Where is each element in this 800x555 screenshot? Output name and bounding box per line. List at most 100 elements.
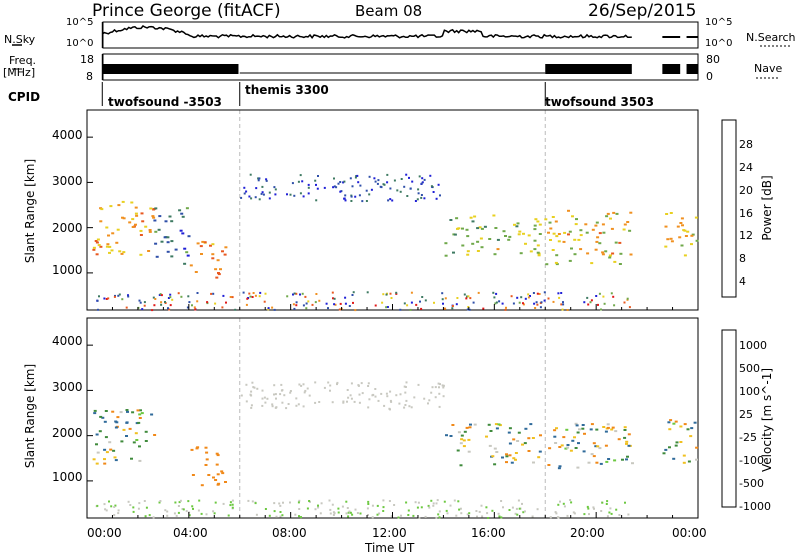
ground-cell-79 — [460, 512, 463, 515]
cell-0-48 — [139, 234, 143, 236]
high-cell-85 — [329, 384, 332, 387]
cell-4-13 — [609, 217, 612, 220]
high-cell-88 — [376, 182, 379, 185]
cell-0-24 — [120, 252, 124, 255]
ground-cell-73 — [178, 501, 181, 504]
vel-cbar-tick-neg1000: -1000 — [739, 500, 771, 513]
ground-cell-186 — [465, 297, 468, 300]
cell-4-1 — [605, 215, 609, 218]
ground-cell-35 — [455, 303, 458, 306]
cell-4-6 — [687, 460, 691, 463]
power-ytick-2000: 2000 — [52, 221, 83, 235]
high-cell-40 — [251, 381, 254, 384]
ground-cell-6 — [143, 304, 146, 307]
high-cell-14 — [336, 383, 338, 386]
ground-cell-182 — [560, 292, 563, 294]
cell-0-16 — [120, 440, 124, 443]
cell-3-87 — [595, 428, 599, 431]
high-cell-38 — [346, 400, 348, 403]
ground-cell-23 — [273, 510, 276, 513]
power-ytick-4000: 4000 — [52, 128, 83, 142]
high-cell-21 — [249, 173, 252, 176]
xtick-0400: 04:00 — [173, 526, 208, 540]
high-cell-117 — [280, 383, 283, 386]
ground-cell-166 — [267, 307, 270, 310]
cell-5-2 — [664, 225, 668, 228]
cell-0-9 — [139, 229, 143, 232]
ground-cell-123 — [456, 297, 459, 299]
cell-0-2 — [93, 409, 97, 412]
cell-2-20 — [216, 483, 220, 486]
cell-3-13 — [558, 465, 562, 468]
ground-cell-0 — [430, 499, 433, 502]
cell-4-46 — [551, 216, 555, 218]
ground-cell-209 — [351, 294, 354, 296]
high-cell-7 — [437, 382, 440, 385]
ground-cell-200 — [346, 507, 349, 509]
ground-cell-204 — [221, 306, 224, 309]
velocity-scatter — [92, 381, 699, 519]
cell-4-14 — [604, 250, 608, 253]
cell-0-38 — [135, 214, 139, 217]
ground-cell-45 — [105, 298, 108, 300]
cell-0-28 — [125, 435, 128, 437]
cell-2-1 — [204, 446, 208, 449]
cell-3-57 — [623, 429, 627, 431]
high-cell-76 — [271, 405, 274, 408]
ground-cell-208 — [555, 512, 558, 515]
freq-left-bottom: 8 — [86, 70, 93, 83]
high-cell-73 — [434, 386, 437, 389]
ground-cell-217 — [254, 502, 257, 505]
ground-cell-102 — [433, 301, 435, 304]
ground-cell-3 — [472, 301, 475, 304]
ground-cell-10 — [517, 499, 520, 502]
cell-0-3 — [138, 417, 142, 419]
nsearch-label: N.Search — [746, 31, 796, 44]
cell-3-16 — [496, 248, 500, 251]
cell-1-1 — [180, 212, 184, 215]
ground-cell-161 — [603, 302, 606, 305]
ground-cell-176 — [166, 510, 169, 513]
high-cell-27 — [405, 399, 408, 402]
cell-3-24 — [505, 455, 509, 458]
high-cell-27 — [297, 180, 300, 183]
cell-0-5 — [125, 409, 129, 411]
high-cell-56 — [442, 384, 445, 387]
velocity-ytick-4000: 4000 — [52, 334, 83, 348]
cell-1-22 — [179, 229, 183, 232]
cell-3-104 — [462, 445, 466, 448]
power-cbar-tick-12: 12 — [739, 229, 753, 242]
cell-4-7 — [601, 223, 605, 226]
cell-2-17 — [194, 271, 198, 273]
cell-0-18 — [130, 457, 133, 460]
cell-3-82 — [548, 447, 552, 450]
ground-cell-93 — [482, 307, 485, 310]
cell-0-43 — [99, 415, 103, 418]
cell-3-28 — [539, 434, 542, 437]
high-cell-118 — [399, 393, 402, 396]
high-cell-46 — [335, 186, 338, 189]
ground-cell-161 — [414, 501, 417, 504]
high-cell-52 — [318, 401, 321, 403]
cell-4-18 — [667, 421, 671, 424]
ground-cell-111 — [154, 298, 157, 300]
high-cell-79 — [356, 174, 359, 177]
ground-cell-215 — [152, 516, 155, 519]
cell-0-50 — [131, 226, 135, 228]
ground-cell-41 — [105, 509, 108, 512]
ground-cell-30 — [518, 301, 521, 304]
ground-cell-185 — [476, 515, 478, 518]
cell-5-13 — [665, 213, 669, 215]
high-cell-114 — [250, 394, 253, 397]
ground-cell-34 — [248, 292, 251, 295]
cell-0-17 — [144, 225, 148, 228]
high-cell-110 — [343, 197, 346, 200]
high-cell-63 — [389, 390, 392, 393]
cell-3-79 — [606, 426, 610, 429]
cell-3-75 — [512, 457, 516, 460]
high-cell-107 — [275, 406, 278, 409]
axis-ticks — [86, 136, 699, 518]
high-cell-32 — [261, 404, 264, 407]
high-cell-73 — [261, 191, 264, 194]
ground-cell-101 — [410, 301, 413, 304]
